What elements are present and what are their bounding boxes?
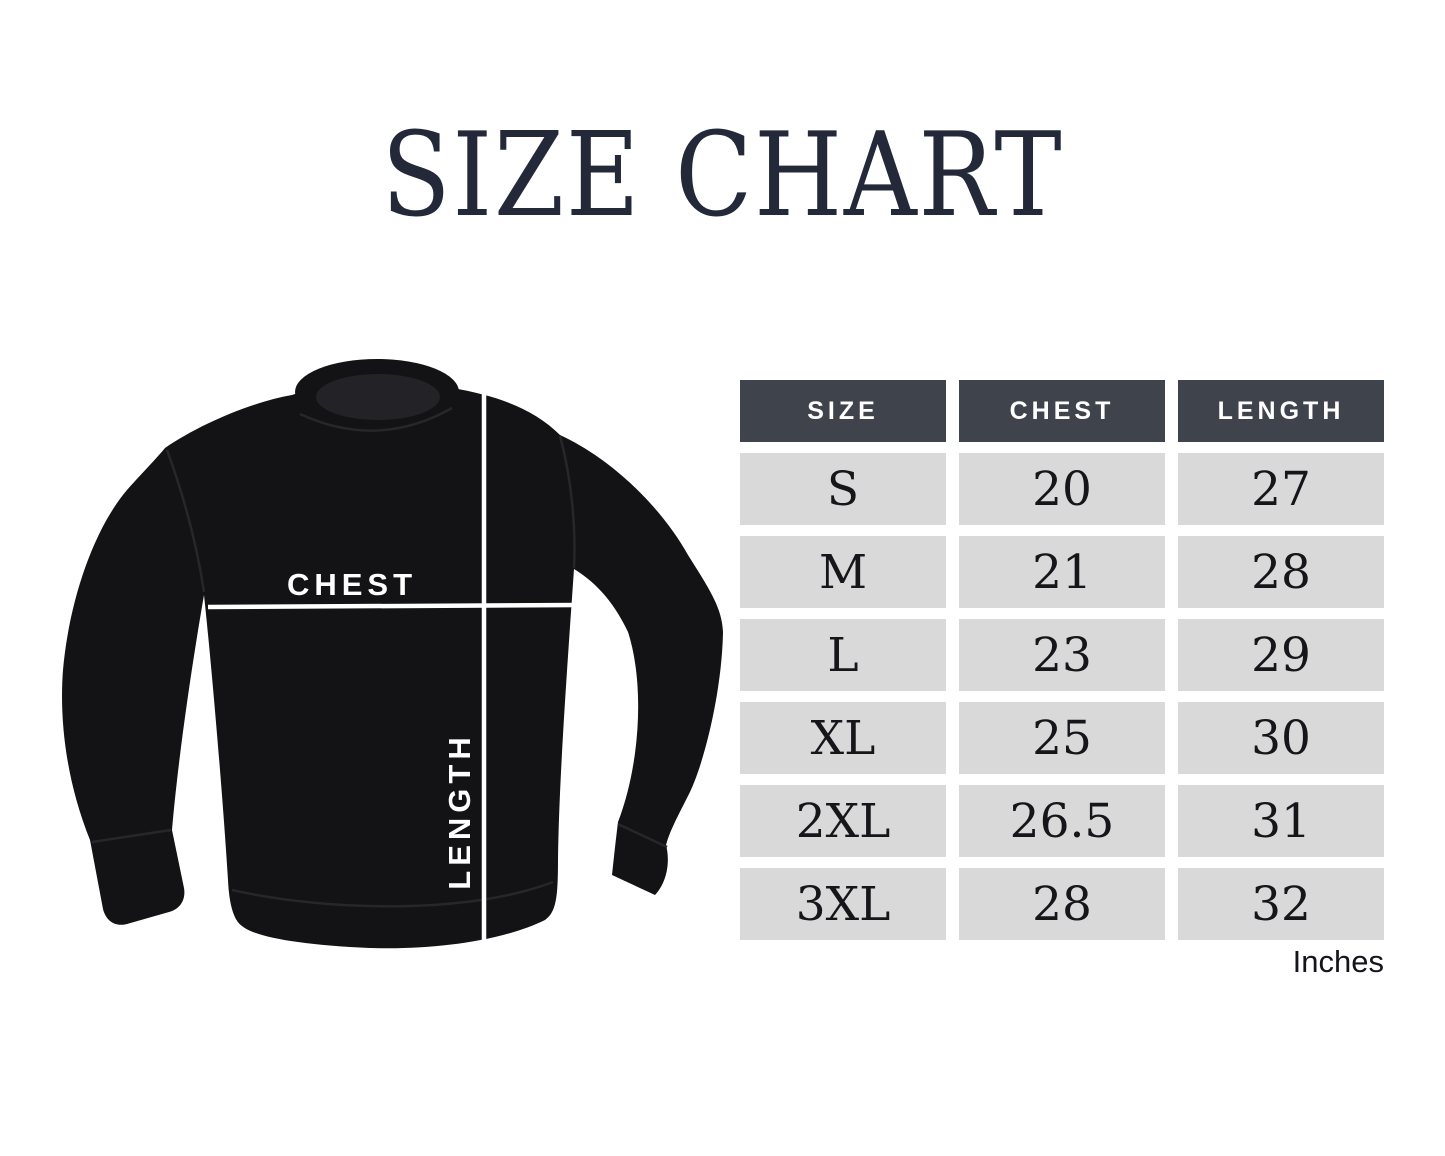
- chest-measure-line: [207, 602, 579, 610]
- garment-seams: [91, 406, 668, 908]
- table-header-chest: CHEST: [959, 380, 1165, 442]
- sweatshirt-body: [62, 383, 723, 949]
- chest-cell: 23: [959, 619, 1165, 691]
- size-table: SIZE CHEST LENGTH S 20 27 M 21 28 L 23 2…: [740, 380, 1384, 940]
- chest-cell: 21: [959, 536, 1165, 608]
- length-cell: 28: [1178, 536, 1384, 608]
- length-cell: 27: [1178, 453, 1384, 525]
- length-cell: 30: [1178, 702, 1384, 774]
- size-cell: 2XL: [740, 785, 946, 857]
- length-cell: 31: [1178, 785, 1384, 857]
- unit-note: Inches: [1292, 944, 1384, 979]
- chest-cell: 20: [959, 453, 1165, 525]
- chest-cell: 25: [959, 702, 1165, 774]
- size-cell: S: [740, 453, 946, 525]
- table-header-size: SIZE: [740, 380, 946, 442]
- length-cell: 32: [1178, 868, 1384, 940]
- size-cell: 3XL: [740, 868, 946, 940]
- size-cell: XL: [740, 702, 946, 774]
- chest-label: CHEST: [287, 567, 417, 602]
- chest-cell: 26.5: [959, 785, 1165, 857]
- sweatshirt-figure: CHEST LENGTH: [0, 340, 730, 985]
- size-cell: L: [740, 619, 946, 691]
- size-cell: M: [740, 536, 946, 608]
- sweatshirt-image: CHEST LENGTH: [62, 359, 723, 949]
- chest-cell: 28: [959, 868, 1165, 940]
- table-header-length: LENGTH: [1178, 380, 1384, 442]
- collar-inner: [316, 374, 440, 420]
- page-title: SIZE CHART: [381, 108, 1064, 243]
- length-label: LENGTH: [442, 732, 477, 889]
- length-cell: 29: [1178, 619, 1384, 691]
